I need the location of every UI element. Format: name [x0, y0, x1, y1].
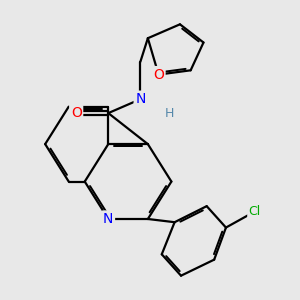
Text: N: N [103, 212, 113, 226]
Text: Cl: Cl [249, 205, 261, 218]
Text: N: N [135, 92, 146, 106]
Text: O: O [71, 106, 82, 120]
Text: H: H [165, 106, 174, 120]
Text: O: O [153, 68, 164, 82]
